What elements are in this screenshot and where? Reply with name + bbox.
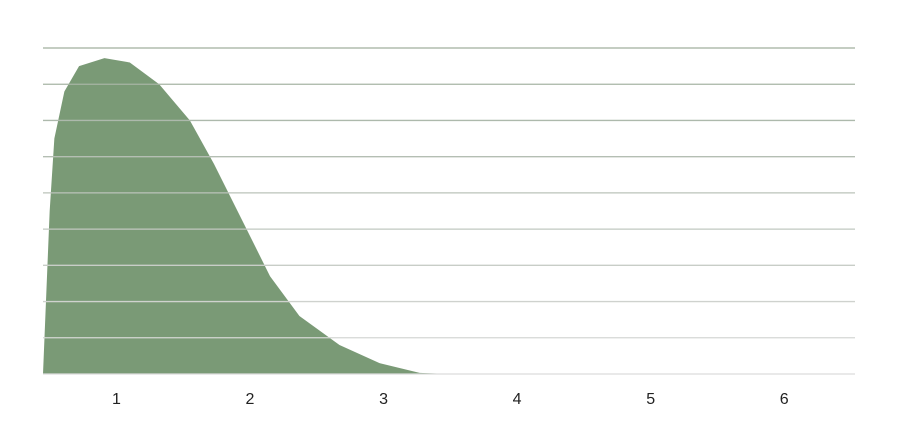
x-tick-label: 1 — [112, 391, 121, 408]
x-tick-label: 4 — [513, 391, 522, 408]
x-tick-label: 5 — [646, 391, 655, 408]
area — [43, 58, 855, 375]
x-tick-label: 2 — [246, 391, 255, 408]
x-tick-label: 3 — [379, 391, 388, 408]
x-tick-label: 6 — [780, 391, 789, 408]
